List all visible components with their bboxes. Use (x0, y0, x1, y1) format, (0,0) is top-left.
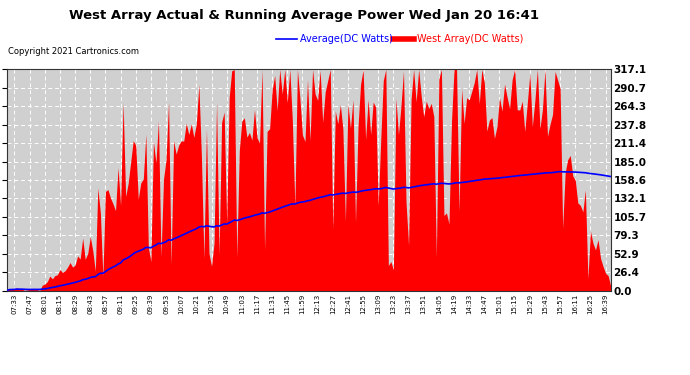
Text: 07:47: 07:47 (27, 294, 32, 314)
Text: 11:31: 11:31 (269, 294, 275, 314)
Text: 09:25: 09:25 (132, 294, 139, 314)
Text: 10:49: 10:49 (224, 294, 230, 314)
Text: 13:51: 13:51 (421, 294, 426, 314)
Text: 12:41: 12:41 (345, 294, 351, 314)
Text: 14:47: 14:47 (482, 294, 487, 314)
Text: 12:55: 12:55 (360, 294, 366, 314)
Text: 08:15: 08:15 (57, 294, 63, 314)
Text: 14:33: 14:33 (466, 294, 472, 314)
Text: 12:27: 12:27 (330, 294, 336, 314)
Text: 16:11: 16:11 (572, 294, 578, 314)
Text: 11:03: 11:03 (239, 294, 245, 314)
Text: 10:21: 10:21 (193, 294, 199, 314)
Text: 07:33: 07:33 (12, 294, 17, 314)
Text: 14:19: 14:19 (451, 294, 457, 314)
Text: West Array Actual & Running Average Power Wed Jan 20 16:41: West Array Actual & Running Average Powe… (68, 9, 539, 22)
Text: 10:07: 10:07 (178, 294, 184, 314)
Text: 13:23: 13:23 (391, 294, 396, 314)
Text: 15:15: 15:15 (512, 294, 518, 314)
Text: 15:01: 15:01 (497, 294, 502, 314)
Text: 08:57: 08:57 (102, 294, 108, 314)
Text: 15:57: 15:57 (557, 294, 563, 314)
Text: 09:53: 09:53 (163, 294, 169, 314)
Text: 11:45: 11:45 (284, 294, 290, 314)
Text: 15:29: 15:29 (526, 294, 533, 314)
Text: 13:09: 13:09 (375, 294, 382, 314)
Text: 16:25: 16:25 (587, 294, 593, 314)
Text: 10:35: 10:35 (208, 294, 215, 314)
Text: 09:39: 09:39 (148, 294, 154, 314)
Text: 09:11: 09:11 (117, 294, 124, 314)
Text: 12:13: 12:13 (315, 294, 321, 314)
Text: 15:43: 15:43 (542, 294, 548, 314)
Text: 13:37: 13:37 (406, 294, 411, 314)
Text: 08:29: 08:29 (72, 294, 78, 314)
Text: 11:17: 11:17 (254, 294, 260, 314)
Text: 16:39: 16:39 (602, 294, 609, 314)
Text: Average(DC Watts): Average(DC Watts) (300, 34, 393, 44)
Text: 14:05: 14:05 (436, 294, 442, 314)
Text: West Array(DC Watts): West Array(DC Watts) (417, 34, 524, 44)
Text: 08:43: 08:43 (87, 294, 93, 314)
Text: 11:59: 11:59 (299, 294, 306, 314)
Text: 08:01: 08:01 (42, 294, 48, 314)
Text: Copyright 2021 Cartronics.com: Copyright 2021 Cartronics.com (8, 47, 139, 56)
